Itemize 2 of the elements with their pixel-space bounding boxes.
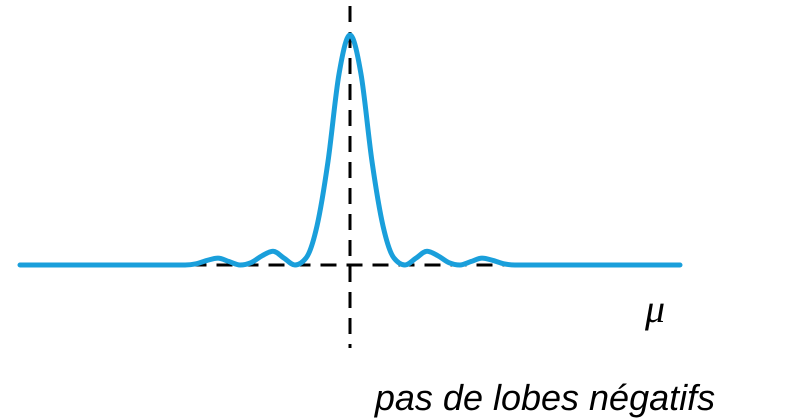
x-axis-title: μ: [644, 286, 666, 331]
text: pas de lobes négatifs: [374, 377, 716, 418]
